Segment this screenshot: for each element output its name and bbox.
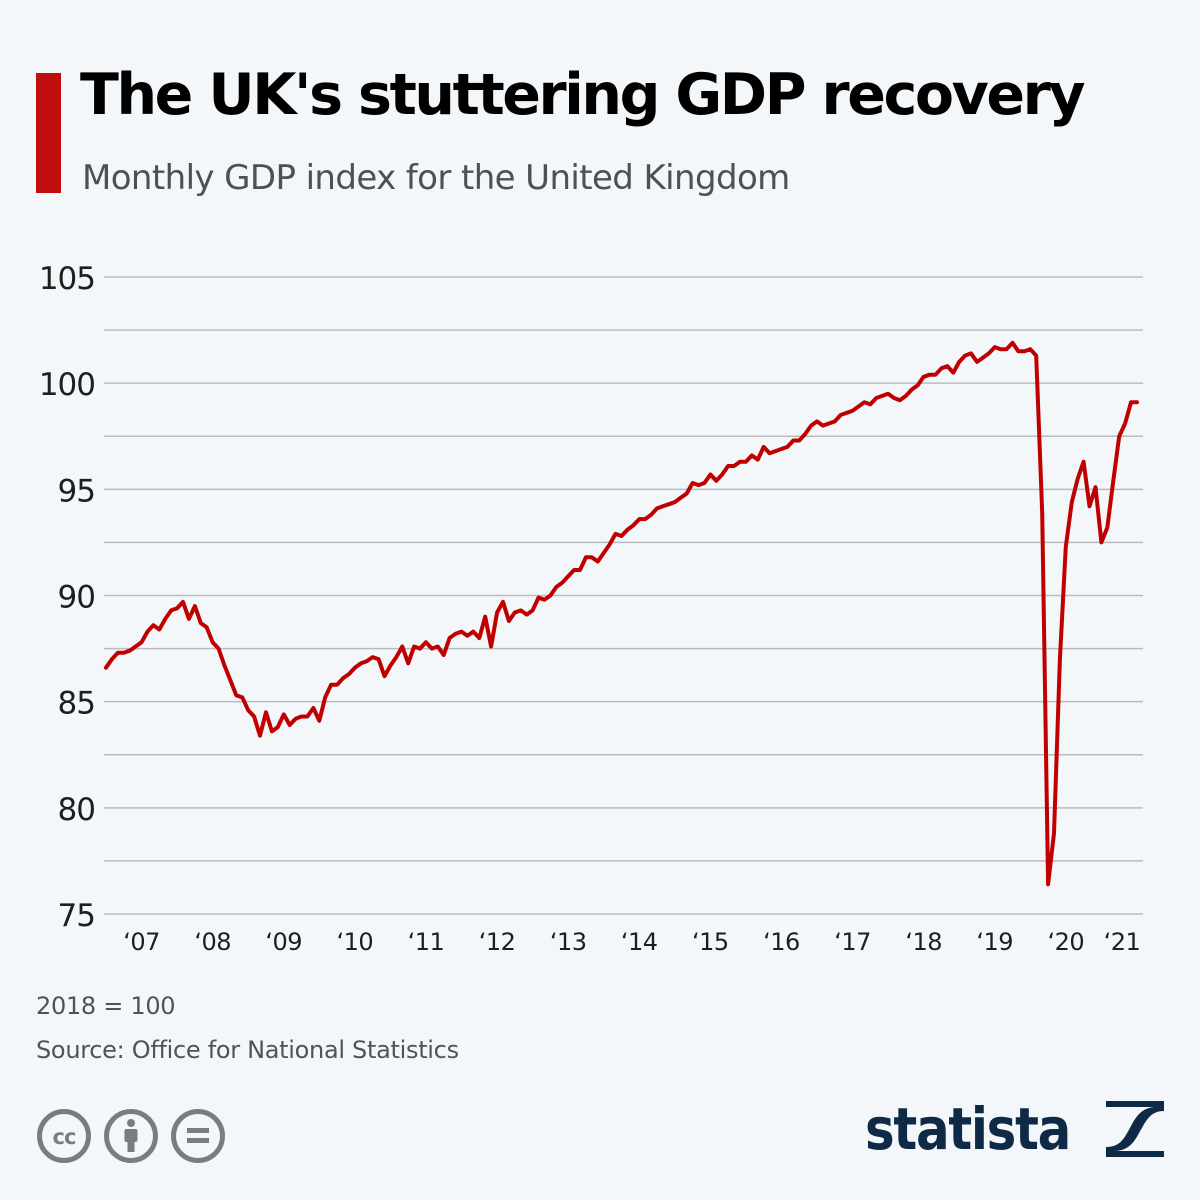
- gdp-line-chart: 75 80 85 90 95 100 105 ‘07 ‘08 ‘09 ‘10 ‘11 ‘12 ‘13 ‘1…: [39, 261, 1143, 956]
- attribution-icon[interactable]: [103, 1108, 159, 1164]
- y-axis-ticks: 75 80 85 90 95 100 105: [39, 261, 96, 934]
- source-note: Source: Office for National Statistics: [36, 1036, 459, 1064]
- y-tick-label: 100: [39, 367, 95, 403]
- x-tick-label: ‘20: [1048, 928, 1085, 956]
- license-icons: cc: [36, 1108, 226, 1164]
- statista-logo-icon: [1106, 1101, 1164, 1157]
- x-tick-label: ‘11: [408, 928, 445, 956]
- no-derivatives-icon[interactable]: [170, 1108, 226, 1164]
- y-tick-label: 90: [58, 580, 95, 616]
- statista-wordmark: statista: [865, 1095, 1071, 1163]
- y-tick-label: 80: [58, 792, 95, 828]
- x-tick-label: ‘08: [194, 928, 231, 956]
- y-tick-label: 85: [58, 686, 95, 722]
- x-tick-label: ‘17: [834, 928, 871, 956]
- x-tick-label: ‘14: [621, 928, 658, 956]
- x-tick-label: ‘21: [1104, 928, 1141, 956]
- x-tick-label: ‘07: [123, 928, 160, 956]
- x-tick-label: ‘12: [479, 928, 516, 956]
- chart-title: The UK's stuttering GDP recovery: [80, 62, 1086, 128]
- chart-subtitle: Monthly GDP index for the United Kingdom: [82, 158, 790, 198]
- x-tick-label: ‘15: [692, 928, 729, 956]
- gdp-series-line: [104, 340, 1139, 887]
- cc-icon[interactable]: cc: [36, 1108, 92, 1164]
- title-accent-bar: [36, 73, 61, 193]
- x-tick-label: ‘18: [905, 928, 942, 956]
- gridlines: [104, 276, 1143, 915]
- base-year-note: 2018 = 100: [36, 992, 176, 1020]
- y-tick-label: 75: [58, 898, 95, 934]
- y-tick-label: 105: [39, 261, 95, 297]
- x-tick-label: ‘19: [976, 928, 1013, 956]
- statista-logo[interactable]: statista: [865, 1100, 1164, 1158]
- y-tick-label: 95: [58, 473, 95, 509]
- x-tick-label: ‘13: [550, 928, 587, 956]
- x-axis-ticks: ‘07 ‘08 ‘09 ‘10 ‘11 ‘12 ‘13 ‘14 ‘15 ‘16 ‘17 ‘18 ‘19 ‘…: [123, 928, 1141, 956]
- svg-text:cc: cc: [53, 1125, 76, 1149]
- x-tick-label: ‘10: [337, 928, 374, 956]
- x-tick-label: ‘16: [763, 928, 800, 956]
- x-tick-label: ‘09: [265, 928, 302, 956]
